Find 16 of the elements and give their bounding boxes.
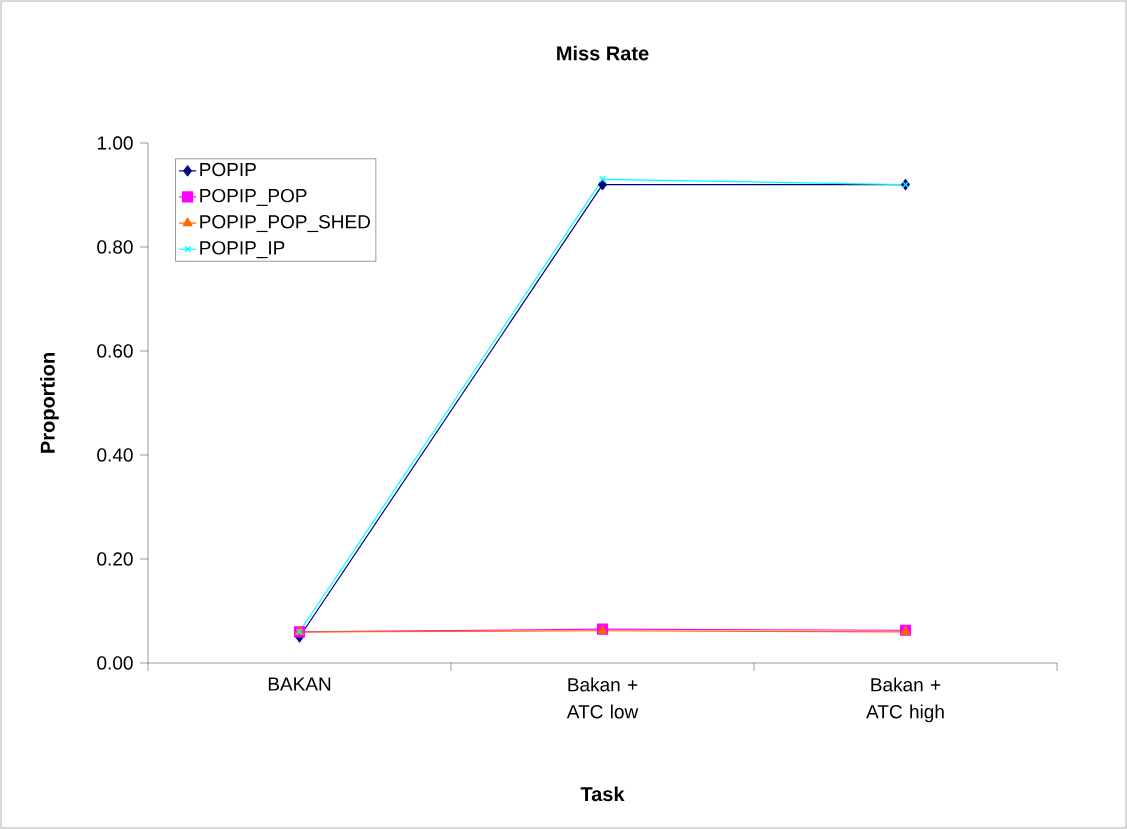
y-tick-label: 0.00 [97,656,133,670]
y-tick-label: 0.60 [97,344,133,358]
y-axis-title: Proportion [40,353,59,453]
y-tick-label: 0.80 [97,240,133,254]
chart-title: Miss Rate [557,45,649,61]
legend-label: POPIP_POP_SHED [200,215,370,233]
y-tick-label: 1.00 [97,136,133,150]
x-axis-title: Task [580,786,625,802]
x-tick-label: Bakan + ATC high [866,677,944,723]
legend-label: POPIP [200,162,256,177]
y-tick-label: 0.40 [97,448,133,462]
x-tick-label: BAKAN [268,677,331,691]
x-tick-label: Bakan + ATC low [566,677,639,719]
y-tick-label: 0.20 [97,552,133,566]
legend-label: POPIP_IP [200,241,285,259]
legend-label: POPIP_POP [200,188,307,206]
